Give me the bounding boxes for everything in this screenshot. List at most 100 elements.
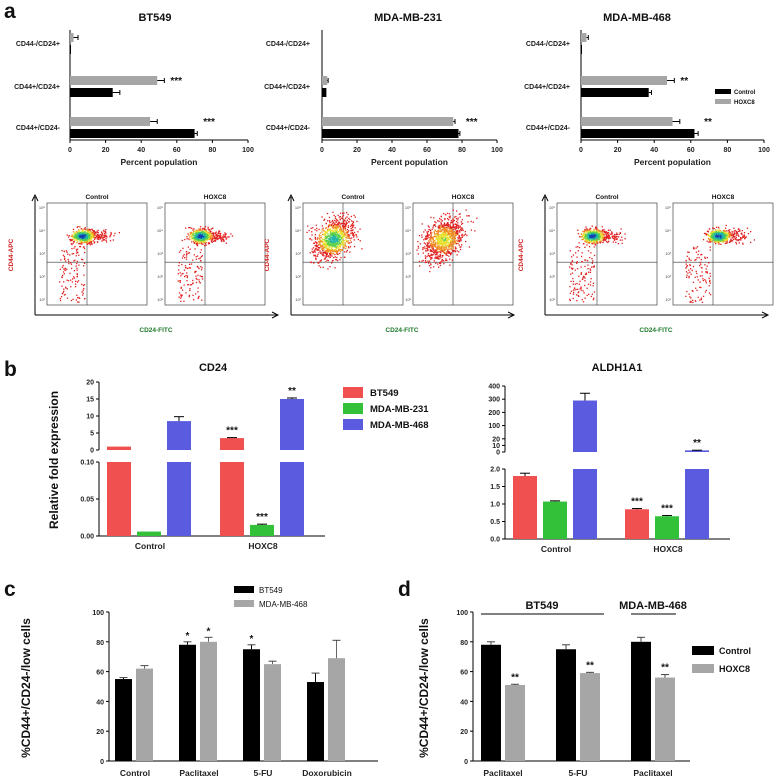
flow-event-dot bbox=[74, 259, 76, 261]
flow-event-dot bbox=[584, 232, 586, 234]
arrow-icon bbox=[287, 193, 295, 202]
flow-event-dot bbox=[337, 234, 340, 236]
flow-event-dot bbox=[459, 231, 461, 233]
flow-event-dot bbox=[572, 254, 575, 256]
flow-event-dot bbox=[582, 301, 585, 303]
flow-event-dot bbox=[356, 220, 358, 223]
flow-event-dot bbox=[589, 238, 591, 241]
flow-sample-label: Control bbox=[595, 194, 618, 201]
flow-event-dot bbox=[448, 236, 450, 238]
flow-event-dot bbox=[706, 265, 708, 267]
flow-event-dot bbox=[438, 255, 440, 257]
flow-event-dot bbox=[715, 240, 717, 242]
flow-event-dot bbox=[204, 238, 206, 241]
flow-event-dot bbox=[572, 297, 574, 300]
flow-event-dot bbox=[326, 231, 328, 233]
flow-event-dot bbox=[212, 237, 214, 239]
flow-event-dot bbox=[439, 255, 441, 258]
flow-event-dot bbox=[587, 250, 590, 252]
flow-event-dot bbox=[216, 234, 218, 236]
flow-event-dot bbox=[93, 231, 96, 233]
flow-event-dot bbox=[347, 226, 349, 228]
flow-event-dot bbox=[315, 255, 317, 257]
flow-event-dot bbox=[207, 231, 210, 233]
flow-sample-label: Control bbox=[341, 194, 364, 201]
flow-event-dot bbox=[321, 253, 323, 255]
flow-event-dot bbox=[434, 224, 436, 226]
flow-event-dot bbox=[205, 236, 207, 238]
flow-event-dot bbox=[705, 271, 707, 273]
bar bbox=[581, 45, 582, 54]
flow-event-dot bbox=[605, 233, 607, 235]
flow-event-dot bbox=[84, 230, 86, 232]
flow-event-dot bbox=[197, 241, 200, 243]
flow-event-dot bbox=[222, 235, 224, 238]
flow-event-dot bbox=[93, 232, 95, 235]
flow-event-dot bbox=[723, 230, 725, 232]
flow-x-label: CD24-FITC bbox=[385, 327, 419, 334]
flow-event-dot bbox=[80, 236, 83, 238]
flow-event-dot bbox=[189, 289, 191, 292]
flow-event-dot bbox=[453, 236, 455, 238]
category-label: CD44+/CD24+ bbox=[14, 84, 60, 91]
flow-event-dot bbox=[424, 229, 426, 231]
flow-event-dot bbox=[439, 228, 442, 230]
flow-event-dot bbox=[73, 241, 75, 243]
flow-event-dot bbox=[337, 247, 339, 249]
flow-event-dot bbox=[190, 232, 192, 234]
flow-event-dot bbox=[430, 216, 432, 219]
flow-event-dot bbox=[317, 253, 319, 256]
flow-event-dot bbox=[72, 239, 74, 241]
flow-event-dot bbox=[438, 242, 440, 244]
flow-event-dot bbox=[434, 233, 436, 235]
flow-event-dot bbox=[325, 226, 327, 229]
bar bbox=[115, 679, 132, 761]
flow-event-dot bbox=[433, 251, 435, 254]
flow-event-dot bbox=[581, 299, 583, 301]
bar bbox=[307, 682, 324, 761]
flow-event-dot bbox=[592, 230, 595, 232]
flow-event-dot bbox=[576, 262, 578, 264]
flow-event-dot bbox=[585, 226, 587, 228]
flow-event-dot bbox=[715, 231, 717, 234]
flow-event-dot bbox=[430, 236, 432, 238]
flow-event-dot bbox=[721, 237, 724, 239]
flow-event-dot bbox=[76, 234, 78, 236]
flow-event-dot bbox=[184, 275, 186, 278]
flow-event-dot bbox=[439, 262, 441, 264]
flow-event-dot bbox=[351, 232, 353, 234]
flow-event-dot bbox=[316, 249, 318, 251]
flow-event-dot bbox=[456, 230, 458, 233]
flow-event-dot bbox=[432, 239, 434, 241]
bar bbox=[250, 524, 274, 536]
flow-event-dot bbox=[326, 212, 329, 215]
x-tick-label: 20 bbox=[353, 147, 361, 154]
flow-event-dot bbox=[326, 249, 329, 252]
flow-event-dot bbox=[570, 267, 573, 269]
panel-a-flow-plots: CD44-APCCD24-FITCControl10⁵10⁴10³10²10¹H… bbox=[8, 193, 774, 334]
flow-event-dot bbox=[441, 242, 443, 244]
flow-event-dot bbox=[190, 234, 192, 236]
flow-event-dot bbox=[603, 237, 605, 240]
flow-event-dot bbox=[459, 246, 461, 248]
flow-event-dot bbox=[699, 264, 701, 267]
flow-event-dot bbox=[714, 237, 716, 239]
flow-event-dot bbox=[205, 241, 208, 244]
flow-event-dot bbox=[459, 240, 461, 243]
flow-event-dot bbox=[472, 221, 474, 223]
flow-event-dot bbox=[609, 229, 611, 231]
flow-event-dot bbox=[443, 263, 445, 265]
flow-event-dot bbox=[723, 231, 725, 233]
flow-event-dot bbox=[192, 259, 194, 261]
flow-event-dot bbox=[457, 217, 459, 219]
flow-event-dot bbox=[204, 245, 206, 247]
y-tick-label: 200 bbox=[488, 410, 500, 417]
flow-event-dot bbox=[59, 268, 61, 270]
flow-event-dot bbox=[716, 237, 718, 239]
flow-event-dot bbox=[189, 267, 192, 269]
flow-event-dot bbox=[452, 249, 455, 252]
flow-event-dot bbox=[332, 211, 334, 213]
flow-event-dot bbox=[186, 275, 189, 277]
flow-event-dot bbox=[78, 254, 80, 256]
flow-event-dot bbox=[430, 263, 432, 265]
